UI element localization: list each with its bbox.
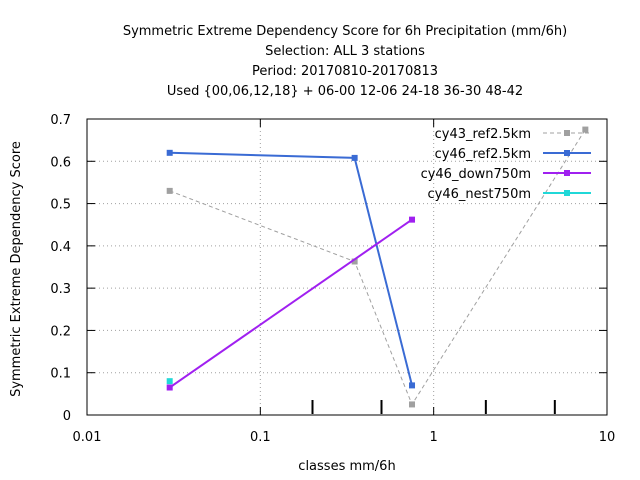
legend-marker	[564, 130, 570, 136]
series-cy46_down750m	[166, 216, 416, 391]
y-tick-label: 0.3	[50, 282, 71, 297]
legend-label: cy43_ref2.5km	[435, 127, 531, 142]
series-line	[169, 151, 413, 386]
data-point	[166, 378, 173, 385]
y-tick-label: 0	[63, 409, 71, 424]
data-point	[351, 258, 358, 265]
legend-label: cy46_down750m	[421, 167, 531, 182]
y-tick-label: 0.1	[50, 367, 71, 382]
series-cy43_ref2.5km	[166, 126, 589, 408]
title-line: Period: 20170810-20170813	[252, 64, 438, 79]
legend-label: cy46_ref2.5km	[435, 147, 531, 162]
data-point	[166, 187, 173, 194]
legend: cy43_ref2.5km cy46_ref2.5km cy46_down750mc…	[421, 127, 591, 202]
y-tick-label: 0.4	[50, 240, 71, 255]
series-group	[166, 126, 589, 408]
y-tick-label: 0.2	[50, 324, 71, 339]
x-tick-label: 0.1	[250, 430, 271, 445]
y-tick-label: 0.5	[50, 198, 71, 213]
legend-marker	[564, 170, 570, 176]
data-point	[166, 384, 173, 391]
legend-label: cy46_nest750m	[428, 187, 531, 202]
title-line: Symmetric Extreme Dependency Score for 6…	[123, 24, 567, 39]
x-tick-labels: 0.01 0.1 1 10	[73, 430, 616, 445]
x-tick-label: 10	[599, 430, 616, 445]
x-tick-label: 1	[430, 430, 438, 445]
x-axis-label: classes mm/6h	[298, 459, 395, 474]
chart-title: Symmetric Extreme Dependency Score for 6…	[123, 24, 567, 99]
series-cy46_ref2.5km	[166, 149, 416, 389]
plot-frame	[86, 118, 608, 416]
grid	[87, 119, 607, 415]
data-point	[409, 382, 416, 389]
data-point	[351, 154, 358, 161]
y-tick-label: 0.6	[50, 155, 71, 170]
series-line	[169, 218, 413, 389]
data-point	[166, 149, 173, 156]
series-line	[169, 129, 586, 406]
legend-marker	[564, 150, 570, 156]
title-line: Used {00,06,12,18} + 06-00 12-06 24-18 3…	[167, 84, 523, 99]
data-point	[409, 216, 416, 223]
axis-ticks	[86, 118, 608, 416]
y-axis-label: Symmetric Extreme Dependency Score	[9, 141, 24, 397]
data-point	[409, 401, 416, 408]
y-tick-label: 0.7	[50, 113, 71, 128]
data-point	[582, 126, 589, 133]
y-tick-labels: 0 0.1 0.2 0.3 0.4 0.5 0.6 0.7	[50, 113, 71, 424]
title-line: Selection: ALL 3 stations	[265, 44, 425, 59]
series-cy46_nest750m	[166, 378, 173, 385]
legend-marker	[564, 190, 570, 196]
x-tick-label: 0.01	[73, 430, 102, 445]
